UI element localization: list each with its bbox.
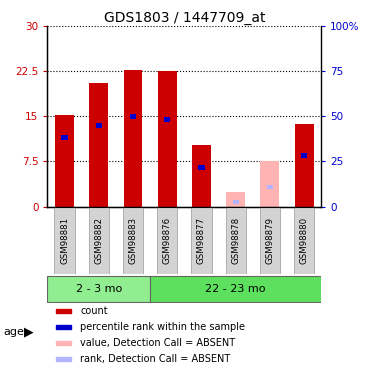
Bar — [301, 153, 307, 158]
FancyBboxPatch shape — [47, 276, 150, 302]
Text: ▶: ▶ — [24, 326, 33, 338]
Bar — [89, 83, 108, 207]
Bar — [164, 117, 170, 122]
Bar — [192, 145, 211, 207]
Bar — [96, 123, 102, 128]
FancyBboxPatch shape — [294, 207, 314, 274]
Bar — [55, 341, 71, 345]
Text: GSM98876: GSM98876 — [163, 217, 172, 264]
Bar — [130, 114, 136, 119]
Text: value, Detection Call = ABSENT: value, Detection Call = ABSENT — [80, 338, 235, 348]
Text: rank, Detection Call = ABSENT: rank, Detection Call = ABSENT — [80, 354, 231, 364]
FancyBboxPatch shape — [54, 207, 75, 274]
FancyBboxPatch shape — [123, 207, 143, 274]
Text: GSM98879: GSM98879 — [265, 217, 274, 264]
Bar — [124, 69, 142, 207]
Bar — [55, 357, 71, 361]
Text: 22 - 23 mo: 22 - 23 mo — [205, 284, 266, 294]
Bar — [198, 165, 204, 170]
Bar — [267, 186, 273, 189]
Bar — [233, 200, 239, 204]
FancyBboxPatch shape — [226, 207, 246, 274]
Text: count: count — [80, 306, 108, 316]
Bar — [158, 71, 177, 207]
Bar — [61, 135, 68, 140]
Bar — [55, 115, 74, 207]
Text: GSM98883: GSM98883 — [128, 217, 138, 264]
Bar — [55, 309, 71, 313]
Text: GSM98880: GSM98880 — [300, 217, 308, 264]
FancyBboxPatch shape — [150, 276, 321, 302]
Text: GSM98877: GSM98877 — [197, 217, 206, 264]
Text: GSM98878: GSM98878 — [231, 217, 240, 264]
Bar — [261, 162, 279, 207]
Text: 2 - 3 mo: 2 - 3 mo — [76, 284, 122, 294]
FancyBboxPatch shape — [157, 207, 177, 274]
Text: GSM98881: GSM98881 — [60, 217, 69, 264]
Text: age: age — [4, 327, 24, 337]
Text: percentile rank within the sample: percentile rank within the sample — [80, 322, 245, 332]
Text: GSM98882: GSM98882 — [94, 217, 103, 264]
FancyBboxPatch shape — [191, 207, 212, 274]
FancyBboxPatch shape — [89, 207, 109, 274]
Title: GDS1803 / 1447709_at: GDS1803 / 1447709_at — [104, 11, 265, 25]
Bar — [226, 192, 245, 207]
Bar — [295, 124, 314, 207]
FancyBboxPatch shape — [260, 207, 280, 274]
Bar — [55, 325, 71, 329]
